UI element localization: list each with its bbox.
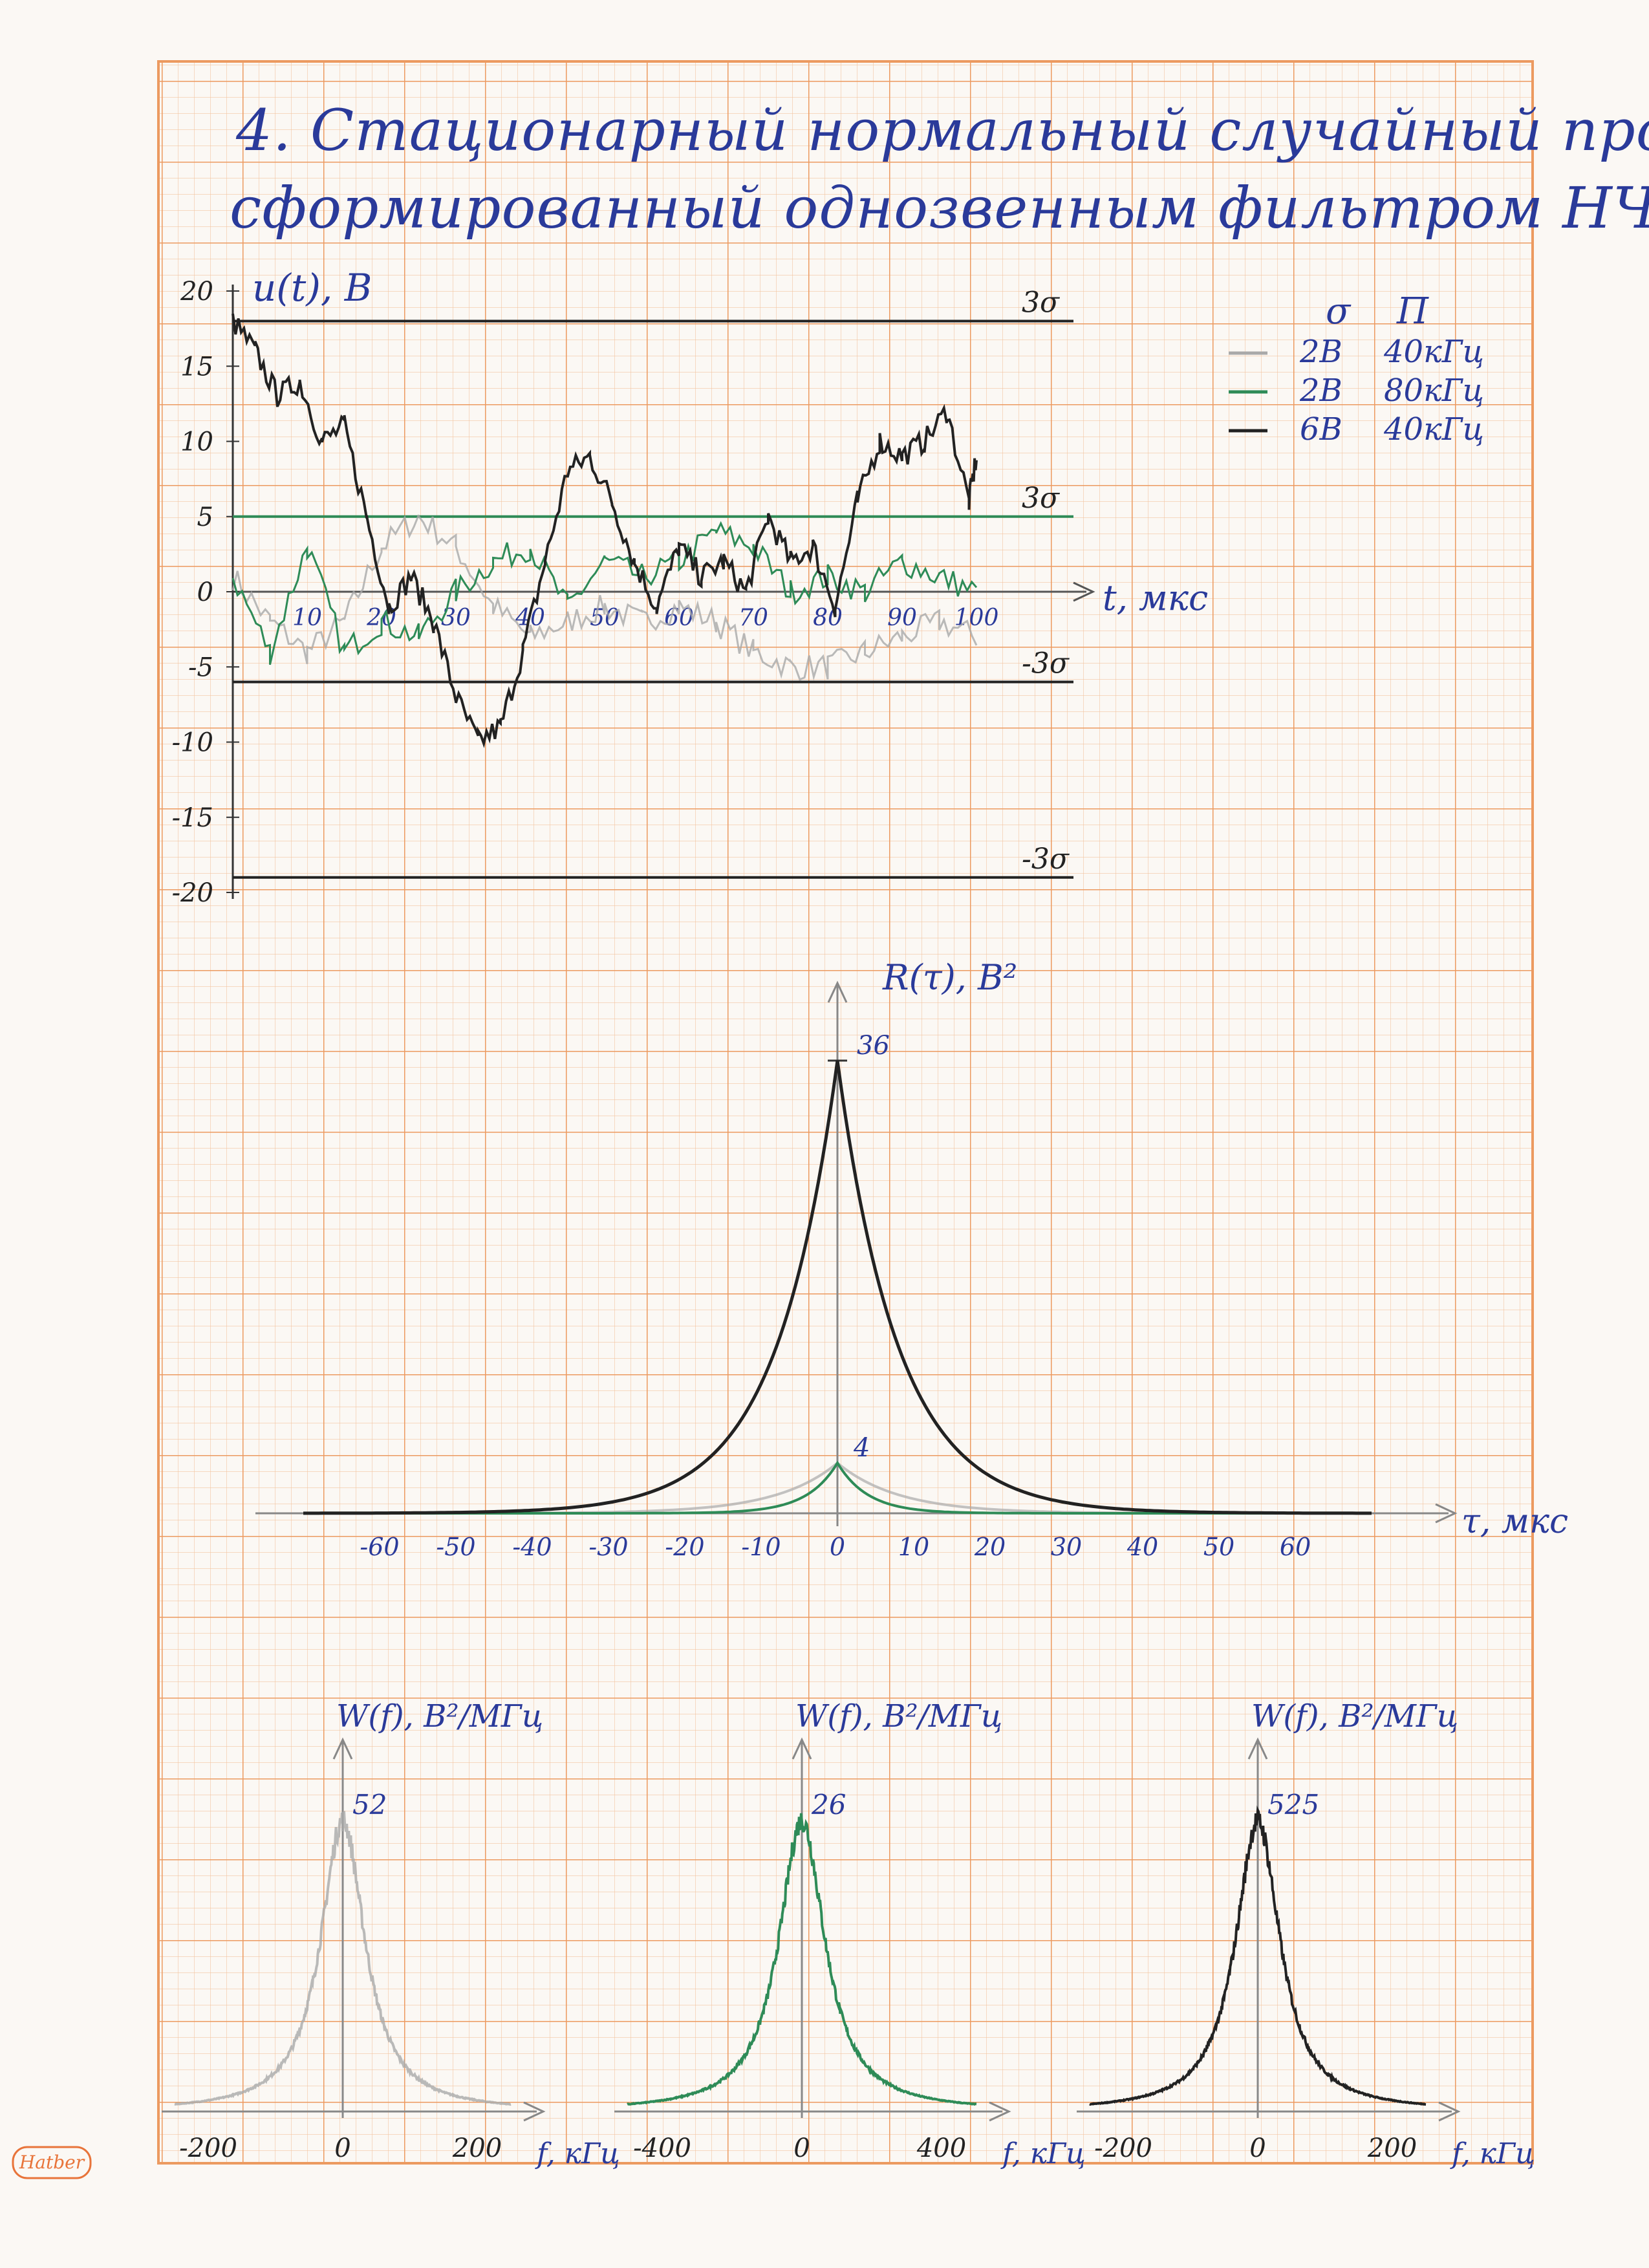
y-axis-label: W(f), В²/МГц <box>336 1698 543 1734</box>
y-axis-label: R(τ), В² <box>882 957 1017 998</box>
y-tick-label: 5 <box>197 502 213 532</box>
page-title-line-2: сформированный однозвенным фильтром НЧ. <box>230 175 1649 241</box>
x-tick-label: -50 <box>436 1533 475 1561</box>
x-axis-arrow <box>1073 581 1095 602</box>
reference-line-label: -3σ <box>1022 647 1070 680</box>
x-tick-label: 200 <box>452 2133 502 2163</box>
reference-line-label: 3σ <box>1022 286 1061 319</box>
series-line <box>1089 1805 1427 2106</box>
series-line <box>232 521 978 665</box>
y-tick-label: -5 <box>188 653 213 682</box>
y-axis-arrow <box>332 1737 353 1760</box>
x-tick-label: 100 <box>954 605 999 631</box>
y-axis-label: W(f), В²/МГц <box>795 1698 1002 1734</box>
peak-label: 525 <box>1267 1789 1319 1820</box>
legend-band: 40кГц <box>1383 334 1484 370</box>
x-tick-label: 200 <box>1367 2133 1417 2163</box>
y-tick-label: -20 <box>172 878 213 908</box>
x-tick-label: 30 <box>441 605 471 631</box>
x-axis-label: t, мкс <box>1103 578 1208 618</box>
x-axis-arrow <box>523 2101 546 2122</box>
y-tick-label: 10 <box>180 427 213 457</box>
x-tick-label: 10 <box>292 605 322 631</box>
x-tick-label: 80 <box>813 605 843 631</box>
x-tick-label: 70 <box>738 605 768 631</box>
x-tick-label: 40 <box>1126 1533 1158 1561</box>
x-tick-label: 30 <box>1051 1533 1082 1561</box>
y-axis-label: u(t), B <box>252 266 372 310</box>
x-tick-label: -40 <box>512 1533 552 1561</box>
x-tick-label: 60 <box>1280 1533 1311 1561</box>
x-tick-label: -200 <box>1094 2133 1152 2163</box>
x-tick-label: -400 <box>633 2133 691 2163</box>
x-axis-arrow <box>1438 2101 1461 2122</box>
legend-band: 80кГц <box>1384 373 1484 409</box>
chart-spectrum-grey: W(f), В²/МГц f, кГц -200 0 200 52 <box>162 1698 620 2170</box>
series-line <box>232 514 978 681</box>
legend-band: 40кГц <box>1383 411 1484 448</box>
x-tick-label: 20 <box>974 1533 1006 1561</box>
x-tick-label: 0 <box>793 2133 810 2163</box>
x-tick-label: 0 <box>334 2133 350 2163</box>
peak-label: 36 <box>857 1031 890 1061</box>
x-tick-label: -60 <box>360 1533 399 1561</box>
chart-spectrum-green: W(f), В²/МГц f, кГц -400 0 400 26 <box>614 1698 1086 2170</box>
reference-line-label: 3σ <box>1022 482 1061 515</box>
x-tick-label: -20 <box>665 1533 704 1561</box>
y-tick-label: -10 <box>172 728 213 758</box>
y-axis-label: W(f), В²/МГц <box>1251 1698 1458 1734</box>
series-line <box>303 1060 1372 1515</box>
x-tick-label: 90 <box>887 605 917 631</box>
chart-spectrum-black: W(f), В²/МГц f, кГц -200 0 200 525 <box>1077 1698 1535 2170</box>
y-tick-label: -15 <box>172 803 213 833</box>
x-axis-arrow <box>989 2101 1011 2122</box>
page-title-line-1: 4. Стационарный нормальный случайный про… <box>236 97 1649 164</box>
legend-sigma: 2В <box>1299 373 1342 409</box>
x-axis-label: f, кГц <box>1000 2137 1086 2170</box>
x-tick-label: 0 <box>1249 2133 1266 2163</box>
x-axis-label: f, кГц <box>1450 2137 1535 2170</box>
series-line <box>174 1811 512 2106</box>
y-tick-label: 15 <box>180 352 213 382</box>
y-tick-label: 20 <box>180 277 213 307</box>
x-tick-label: 400 <box>916 2133 966 2163</box>
x-tick-label: -10 <box>741 1533 781 1561</box>
x-tick-label: 0 <box>830 1533 845 1561</box>
y-axis-arrow <box>827 980 848 1003</box>
reference-line-label: -3σ <box>1022 843 1070 876</box>
x-axis-label: f, кГц <box>535 2137 620 2170</box>
x-tick-label: -30 <box>588 1533 628 1561</box>
legend-sigma: 2В <box>1299 334 1342 370</box>
x-axis-arrow <box>1435 1503 1458 1524</box>
series-line <box>627 1813 977 2106</box>
brand-logo: Hatber <box>12 2146 92 2179</box>
peak-label: 4 <box>853 1433 870 1463</box>
legend-header-band: П <box>1396 290 1429 332</box>
x-tick-label: -200 <box>179 2133 237 2163</box>
legend-header-sigma: σ <box>1326 290 1352 332</box>
legend-sigma: 6В <box>1300 411 1342 448</box>
y-axis-arrow <box>1247 1737 1268 1760</box>
chart-correlation-function: R(τ), В² τ, мкс -60 -50 -40 -30 -20 -10 0 10 20 30 4… <box>255 957 1568 1561</box>
x-tick-label: 10 <box>898 1533 929 1561</box>
peak-label: 26 <box>811 1789 846 1820</box>
y-axis-arrow <box>792 1737 812 1760</box>
x-axis-label: τ, мкс <box>1461 1502 1568 1541</box>
brand-label: Hatber <box>19 2152 85 2173</box>
x-tick-label: 50 <box>1203 1533 1234 1561</box>
peak-label: 52 <box>352 1789 387 1820</box>
y-tick-label: 0 <box>197 578 213 607</box>
series-line <box>232 313 978 748</box>
